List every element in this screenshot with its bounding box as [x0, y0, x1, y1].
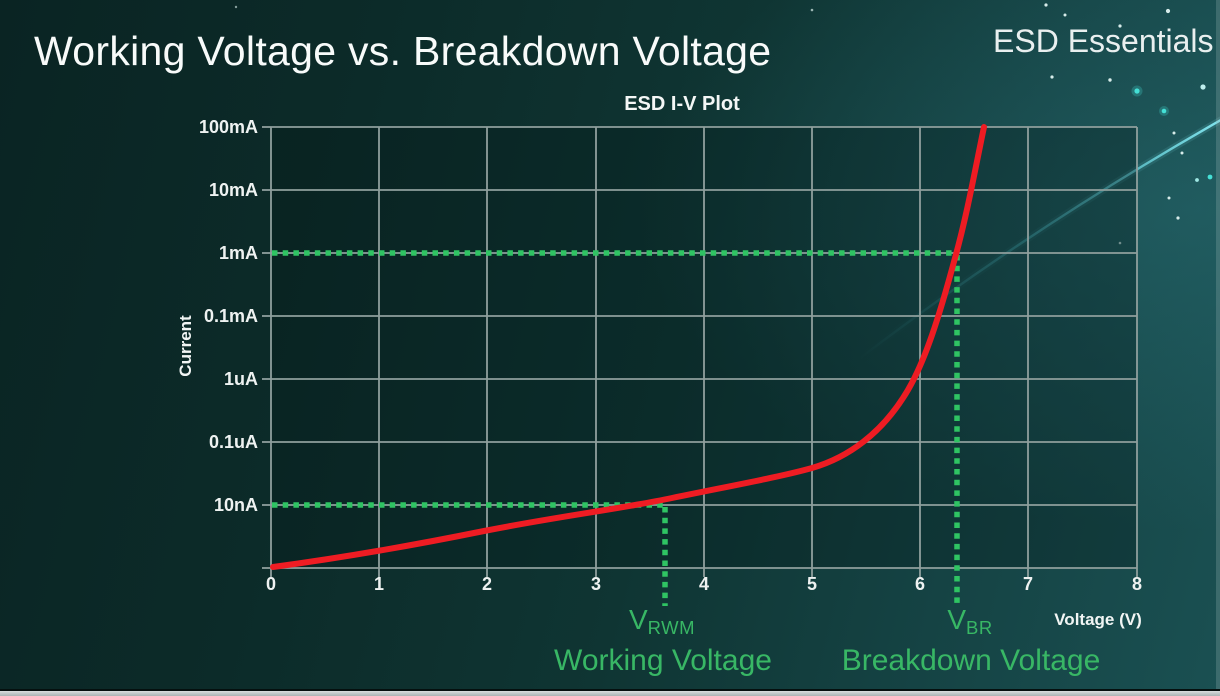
- iv-curve: [270, 124, 987, 570]
- background-swoosh: [852, 116, 1220, 365]
- axis-ticks: [262, 126, 1138, 577]
- right-edge-strip: [1216, 0, 1220, 689]
- xtick-4: 4: [698, 574, 709, 594]
- vrwm-symbol: VRWM: [628, 604, 696, 639]
- y-axis-title: Current: [176, 315, 195, 377]
- vbr-symbol: VBR: [947, 604, 993, 639]
- bottom-edge-line: [0, 689, 1220, 691]
- xtick-1: 1: [373, 574, 384, 594]
- page-title: Working Voltage vs. Breakdown Voltage: [34, 28, 772, 74]
- ytick-100mA: 100mA: [198, 117, 258, 137]
- background-stars: [234, 3, 1213, 245]
- ytick-10mA: 10mA: [208, 180, 258, 200]
- xtick-0: 0: [265, 574, 276, 594]
- ytick-10nA: 10nA: [213, 495, 258, 515]
- xtick-6: 6: [914, 574, 925, 594]
- xtick-2: 2: [481, 574, 492, 594]
- vbr-label: Breakdown Voltage: [841, 644, 1101, 677]
- chart-title: ESD I-V Plot: [624, 93, 740, 115]
- x-axis-title: Voltage (V): [1054, 610, 1142, 629]
- xtick-7: 7: [1022, 574, 1033, 594]
- ytick-0.1uA: 0.1uA: [208, 432, 258, 452]
- guide-lines: [272, 250, 960, 606]
- ytick-1mA: 1mA: [218, 243, 258, 263]
- ytick-0.1mA: 0.1mA: [203, 306, 258, 326]
- vrwm-label: Working Voltage: [554, 644, 772, 677]
- series-badge: ESD Essentials: [993, 23, 1214, 59]
- ytick-1uA: 1uA: [223, 369, 258, 389]
- bottom-edge-bar: [0, 691, 1220, 696]
- xtick-3: 3: [590, 574, 601, 594]
- xtick-8: 8: [1131, 574, 1142, 594]
- xtick-5: 5: [806, 574, 817, 594]
